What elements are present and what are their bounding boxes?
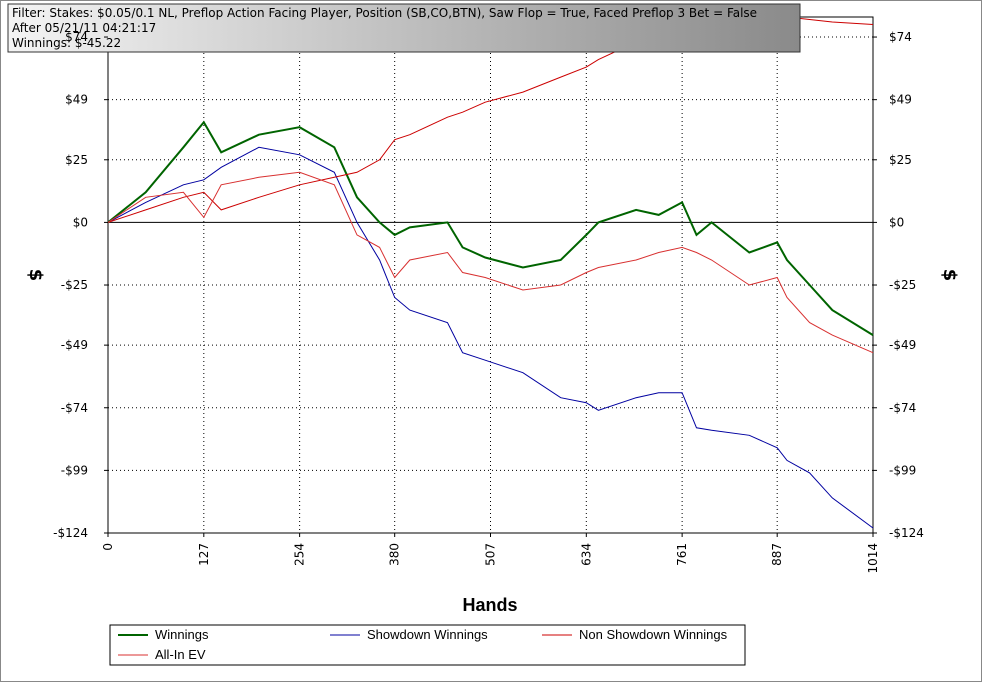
- x-tick-label: 127: [197, 543, 211, 566]
- legend: [109, 624, 746, 666]
- y-tick-label: -$25: [61, 278, 88, 292]
- y-tick-label: -$74: [61, 401, 88, 415]
- series-line: [107, 120, 874, 336]
- y-tick-label: -$49: [61, 338, 88, 352]
- legend-label: Showdown Winnings: [367, 627, 488, 642]
- y-tick-label: -$124: [53, 526, 88, 540]
- y2-tick-label: $25: [889, 153, 912, 167]
- x-tick-label: 0: [101, 543, 115, 551]
- info-line: After 05/21/11 04:21:17: [12, 21, 156, 35]
- y2-tick-label: $0: [889, 215, 904, 229]
- legend-label: All-In EV: [155, 647, 206, 662]
- y-tick-label: -$99: [61, 463, 88, 477]
- y2-tick-label: $74: [889, 30, 912, 44]
- y-tick-label: $49: [65, 93, 88, 107]
- y-tick-label: $74: [65, 30, 88, 44]
- y-tick-label: $0: [73, 215, 88, 229]
- y2-tick-label: -$124: [889, 526, 924, 540]
- x-tick-label: 380: [388, 543, 402, 566]
- y2-tick-label: -$25: [889, 278, 916, 292]
- x-tick-label: 1014: [866, 543, 880, 574]
- plot-area: [107, 16, 874, 534]
- legend-label: Non Showdown Winnings: [579, 627, 728, 642]
- x-tick-label: 254: [293, 543, 307, 566]
- legend-label: Winnings: [155, 627, 209, 642]
- x-axis-title: Hands: [462, 595, 517, 615]
- y2-tick-label: -$99: [889, 463, 916, 477]
- y-axis-title: $: [25, 269, 46, 282]
- series-line: [107, 146, 874, 529]
- x-tick-label: 761: [675, 543, 689, 566]
- info-line: Winnings: $-45.22: [12, 36, 121, 50]
- y2-tick-label: $49: [889, 93, 912, 107]
- y2-tick-label: -$74: [889, 401, 916, 415]
- x-tick-label: 887: [770, 543, 784, 566]
- x-tick-label: 507: [484, 543, 498, 566]
- info-box: [7, 3, 801, 53]
- series-line: [107, 171, 874, 354]
- info-line: Filter: Stakes: $0.05/0.1 NL, Preflop Ac…: [12, 6, 757, 20]
- y-tick-label: $25: [65, 153, 88, 167]
- x-tick-label: 634: [579, 543, 593, 566]
- y2-tick-label: -$49: [889, 338, 916, 352]
- y2-axis-title: $: [939, 269, 960, 282]
